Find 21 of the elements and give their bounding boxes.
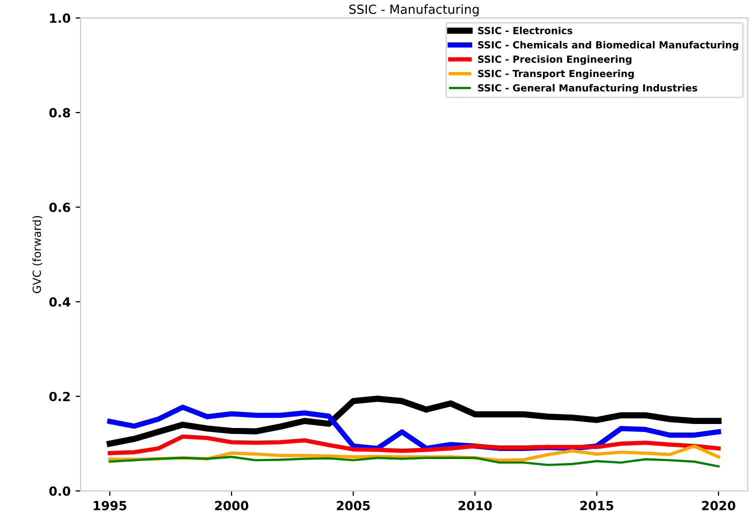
- y-tick-label: 0.6: [49, 202, 70, 212]
- x-tick-label: 2015: [580, 500, 614, 510]
- chart-title: SSIC - Manufacturing: [349, 4, 479, 16]
- y-tick-label: 0.0: [49, 486, 70, 496]
- y-tick-label: 0.8: [49, 108, 70, 118]
- legend-label: SSIC - Chemicals and Biomedical Manufacturing: [478, 40, 738, 50]
- legend-label: SSIC - Precision Engineering: [478, 55, 632, 65]
- y-axis-title: GVC (forward): [32, 216, 42, 294]
- line-series: [108, 434, 721, 456]
- legend-label: SSIC - Electronics: [478, 26, 572, 34]
- y-tick-label: 0.2: [49, 392, 70, 402]
- legend-label: SSIC - General Manufacturing Industries: [478, 84, 698, 94]
- line-series: [108, 456, 720, 468]
- x-tick-label: 2005: [336, 500, 370, 510]
- x-tick-label: 2020: [702, 500, 736, 510]
- x-tick-label: 2010: [458, 500, 492, 510]
- x-tick-label: 2000: [215, 500, 248, 510]
- y-tick-label: 1.0: [50, 13, 70, 23]
- y-tick-label: 0.4: [49, 297, 70, 307]
- x-tick-label: 1995: [94, 500, 126, 510]
- legend-label: SSIC - Transport Engineering: [478, 70, 634, 80]
